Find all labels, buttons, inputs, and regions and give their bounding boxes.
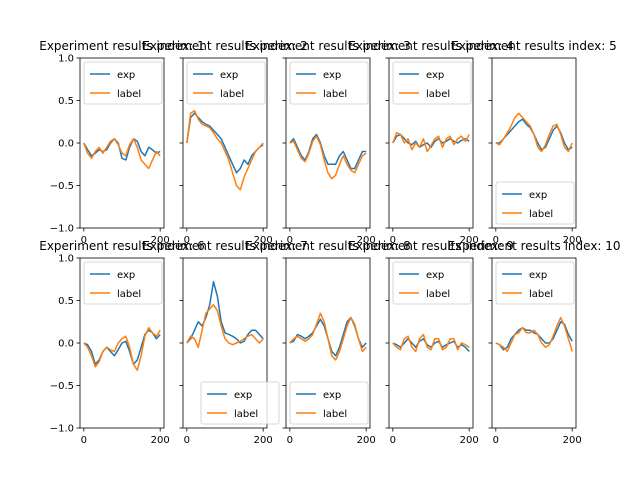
x-tick-label: 0	[390, 235, 396, 246]
legend-label-label: label	[426, 289, 450, 300]
legend-label-label: label	[234, 409, 258, 420]
x-tick-label: 0	[184, 435, 190, 446]
legend: exp label	[83, 261, 163, 305]
series-line-label	[83, 138, 161, 170]
series-line-label	[392, 333, 470, 353]
subplot-8: 0 200 exp label Experiment results index: 8	[245, 239, 411, 446]
x-tick-label: 200	[151, 435, 170, 446]
x-tick-label: 0	[287, 235, 293, 246]
legend: exp label	[83, 61, 163, 105]
legend: exp label	[200, 381, 280, 425]
legend-label-exp: exp	[117, 70, 135, 81]
subplot-title: Experiment results index: 3	[245, 39, 411, 53]
subplot-7: 0 200 exp label Experiment results index: 7	[142, 239, 308, 446]
legend-label-label: label	[323, 89, 347, 100]
subplot-title: Experiment results index: 5	[451, 39, 617, 53]
x-tick-label: 200	[563, 235, 582, 246]
subplot-6: 0 200 −1.0 −0.5 0.0 0.5 1.0 exp label Experiment …	[39, 239, 205, 446]
legend: exp label	[289, 61, 369, 105]
series-line-label	[83, 326, 161, 371]
x-tick-label: 0	[493, 435, 499, 446]
series-line-exp	[186, 281, 264, 344]
legend: exp label	[186, 61, 266, 105]
subplot-title: Experiment results index: 7	[142, 239, 308, 253]
subplot-title: Experiment results index: 6	[39, 239, 205, 253]
x-tick-label: 200	[151, 235, 170, 246]
y-tick-label: −1.0	[50, 224, 74, 235]
subplot-9: 0 200 exp label Experiment results index: 9	[348, 239, 514, 446]
legend-label-exp: exp	[426, 70, 444, 81]
y-tick-label: 1.0	[58, 254, 74, 265]
series-line-label	[289, 312, 367, 361]
legend-label-exp: exp	[426, 270, 444, 281]
x-tick-label: 0	[184, 235, 190, 246]
series-line-exp	[392, 133, 470, 149]
subplot-title: Experiment results index: 8	[245, 239, 411, 253]
y-tick-label: 0.0	[58, 339, 74, 350]
y-tick-label: 0.5	[58, 296, 74, 307]
subplot-3: 0 200 exp label Experiment results index: 3	[245, 39, 411, 246]
y-tick-label: −0.5	[50, 181, 74, 192]
subplot-4: 0 200 exp label Experiment results index: 4	[348, 39, 514, 246]
legend-label-label: label	[529, 289, 553, 300]
series-line-exp	[495, 321, 573, 351]
legend: exp label	[289, 381, 369, 425]
legend-label-exp: exp	[117, 270, 135, 281]
x-tick-label: 200	[563, 435, 582, 446]
subplot-title: Experiment results index: 10	[447, 239, 620, 253]
x-tick-label: 0	[81, 235, 87, 246]
legend-label-exp: exp	[529, 270, 547, 281]
y-tick-label: −1.0	[50, 424, 74, 435]
series-line-exp	[83, 138, 161, 161]
x-tick-label: 0	[493, 235, 499, 246]
x-tick-label: 200	[254, 435, 273, 446]
subplot-title: Experiment results index: 1	[39, 39, 205, 53]
legend-label-exp: exp	[234, 390, 252, 401]
subplot-title: Experiment results index: 9	[348, 239, 514, 253]
x-tick-label: 0	[287, 435, 293, 446]
series-line-label	[289, 135, 367, 180]
subplot-title: Experiment results index: 4	[348, 39, 514, 53]
x-tick-label: 200	[460, 435, 479, 446]
x-tick-label: 200	[254, 235, 273, 246]
x-tick-label: 200	[357, 435, 376, 446]
series-line-label	[392, 132, 470, 153]
y-tick-label: 1.0	[58, 54, 74, 65]
legend-label-exp: exp	[529, 190, 547, 201]
series-line-exp	[289, 133, 367, 170]
series-line-exp	[186, 112, 264, 174]
legend: exp label	[495, 261, 575, 305]
subplot-title: Experiment results index: 2	[142, 39, 308, 53]
x-tick-label: 0	[390, 435, 396, 446]
x-tick-label: 0	[81, 435, 87, 446]
x-tick-label: 200	[460, 235, 479, 246]
subplot-5: 0 200 exp label Experiment results index: 5	[451, 39, 617, 246]
series-line-label	[495, 316, 573, 353]
legend: exp label	[392, 261, 472, 305]
y-tick-label: 0.0	[58, 139, 74, 150]
legend-label-label: label	[426, 89, 450, 100]
y-tick-label: 0.5	[58, 96, 74, 107]
series-line-label	[186, 109, 264, 191]
legend-label-exp: exp	[220, 70, 238, 81]
legend-label-label: label	[117, 89, 141, 100]
series-line-label	[186, 304, 264, 349]
subplot-10: 0 200 exp label Experiment results index: 10	[447, 239, 620, 446]
subplot-1: 0 200 −1.0 −0.5 0.0 0.5 1.0 exp label Experiment …	[39, 39, 205, 246]
series-line-label	[495, 112, 573, 153]
legend-label-label: label	[529, 209, 553, 220]
legend-label-exp: exp	[323, 390, 341, 401]
legend-label-exp: exp	[323, 70, 341, 81]
y-tick-label: −0.5	[50, 381, 74, 392]
x-tick-label: 200	[357, 235, 376, 246]
legend-label-label: label	[117, 289, 141, 300]
legend-label-label: label	[220, 89, 244, 100]
legend: exp label	[495, 181, 575, 225]
legend-label-label: label	[323, 409, 347, 420]
legend: exp label	[392, 61, 472, 105]
subplot-2: 0 200 exp label Experiment results index: 2	[142, 39, 308, 246]
